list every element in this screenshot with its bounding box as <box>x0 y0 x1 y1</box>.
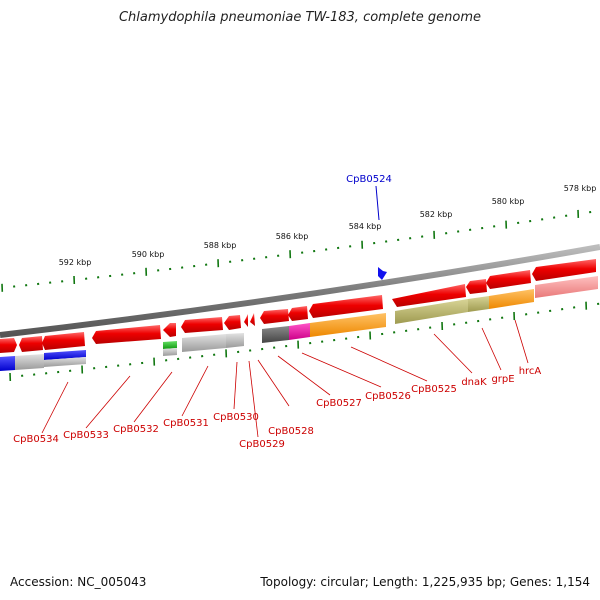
gene-arrow[interactable] <box>260 309 289 324</box>
kbp-label: 584 kbp <box>349 222 382 231</box>
scale-ruler <box>1 209 592 292</box>
leader-line <box>277 355 331 396</box>
gene-label[interactable]: CpB0529 <box>239 439 285 450</box>
gene-label-group: CpB0534 CpB0533 CpB0532 CpB0531 CpB0530 CpB05… <box>13 319 542 450</box>
gene-arrow[interactable] <box>250 313 255 326</box>
gene-arrow[interactable] <box>244 314 248 327</box>
leader-line <box>85 375 131 429</box>
feature-block[interactable] <box>163 348 177 356</box>
leader-line <box>133 371 173 423</box>
feature-block[interactable] <box>535 276 598 298</box>
feature-block[interactable] <box>182 334 226 352</box>
gene-label[interactable]: CpB0527 <box>316 398 362 409</box>
leader-line <box>257 359 290 407</box>
gene-label[interactable]: CpB0533 <box>63 430 109 441</box>
gene-label[interactable]: CpB0528 <box>268 426 314 437</box>
gene-label[interactable]: CpB0530 <box>213 412 259 423</box>
gene-arrow[interactable] <box>163 323 176 337</box>
gene-arrow[interactable] <box>392 284 466 307</box>
feature-block[interactable] <box>395 299 468 324</box>
gene-label[interactable]: CpB0531 <box>163 418 209 429</box>
genome-backbone <box>0 244 600 338</box>
gene-arrow[interactable] <box>181 317 223 333</box>
gene-arrow[interactable] <box>42 332 85 350</box>
gene-label[interactable]: CpB0532 <box>113 424 159 435</box>
gene-arrow[interactable] <box>486 270 531 289</box>
focus-gene-marker[interactable] <box>378 267 387 280</box>
gene-label[interactable]: CpB0525 <box>411 384 457 395</box>
kbp-label: 592 kbp <box>59 258 92 267</box>
feature-block[interactable] <box>0 356 15 371</box>
gene-arrow[interactable] <box>288 306 308 321</box>
lower-tick-row <box>9 301 600 382</box>
feature-block[interactable] <box>262 326 289 343</box>
feature-block[interactable] <box>489 289 534 309</box>
gene-arrow[interactable] <box>309 295 383 318</box>
leader-line <box>248 360 259 438</box>
forward-strand-genes <box>0 259 596 353</box>
feature-block[interactable] <box>468 296 489 312</box>
feature-block[interactable] <box>15 354 44 370</box>
gene-label[interactable]: CpB0534 <box>13 434 59 445</box>
kbp-label-group: 578 kbp 580 kbp 582 kbp 584 kbp 586 kbp 588 k… <box>59 184 597 267</box>
leader-line <box>41 381 69 434</box>
kbp-label: 590 kbp <box>132 250 165 259</box>
kbp-label: 580 kbp <box>492 197 525 206</box>
focus-gene-label[interactable]: CpB0524 <box>346 174 392 185</box>
kbp-label: 586 kbp <box>276 232 309 241</box>
kbp-label: 582 kbp <box>420 210 453 219</box>
gene-arrow[interactable] <box>466 279 487 294</box>
gene-label[interactable]: grpE <box>491 374 514 385</box>
leader-line <box>301 352 382 388</box>
feature-block[interactable] <box>289 323 310 340</box>
topology-text: Topology: circular; Length: 1,225,935 bp… <box>260 575 590 589</box>
kbp-label: 578 kbp <box>564 184 597 193</box>
feature-block[interactable] <box>163 341 177 349</box>
feature-block[interactable] <box>44 357 86 367</box>
gene-arrow[interactable] <box>0 338 17 353</box>
feature-blocks <box>0 276 598 371</box>
leader-line <box>481 327 502 371</box>
gene-label[interactable]: CpB0526 <box>365 391 411 402</box>
kbp-label: 588 kbp <box>204 241 237 250</box>
gene-label[interactable]: hrcA <box>519 366 542 377</box>
gene-arrow[interactable] <box>19 336 43 352</box>
feature-block[interactable] <box>310 313 386 337</box>
feature-block[interactable] <box>44 350 86 360</box>
gene-label[interactable]: dnaK <box>461 377 487 388</box>
genome-title: Chlamydophila pneumoniae TW-183, complet… <box>118 10 482 25</box>
leader-line <box>233 361 238 410</box>
gene-arrow[interactable] <box>224 315 241 330</box>
leader-line <box>433 333 473 374</box>
gene-arrow[interactable] <box>92 325 161 344</box>
leader-line <box>514 319 529 364</box>
gene-arrow[interactable] <box>532 259 596 281</box>
leader-line <box>350 346 428 382</box>
focus-leader-line <box>375 185 380 221</box>
feature-block[interactable] <box>226 333 244 348</box>
accession-text: Accession: NC_005043 <box>10 575 147 589</box>
leader-line <box>181 365 209 417</box>
